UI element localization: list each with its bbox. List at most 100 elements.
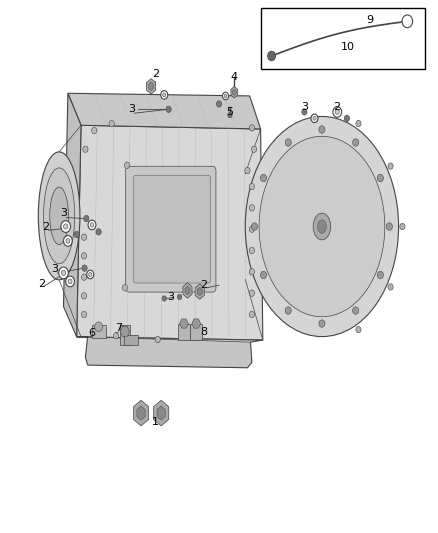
- Text: 10: 10: [341, 42, 355, 52]
- Text: 9: 9: [367, 15, 374, 25]
- Ellipse shape: [245, 117, 399, 337]
- Circle shape: [95, 322, 102, 332]
- Circle shape: [402, 15, 413, 28]
- Circle shape: [356, 120, 361, 127]
- Circle shape: [249, 205, 254, 211]
- Circle shape: [377, 271, 383, 279]
- Bar: [261, 8, 425, 69]
- Circle shape: [249, 247, 254, 254]
- Polygon shape: [195, 284, 204, 299]
- Text: 2: 2: [38, 279, 45, 288]
- Polygon shape: [147, 79, 155, 94]
- Circle shape: [249, 183, 254, 190]
- Bar: [178, 324, 190, 340]
- Circle shape: [81, 234, 87, 240]
- Circle shape: [81, 253, 87, 259]
- Circle shape: [353, 307, 359, 314]
- Circle shape: [82, 265, 87, 271]
- Polygon shape: [148, 82, 154, 91]
- Text: 3: 3: [128, 104, 135, 114]
- Circle shape: [285, 139, 291, 146]
- Bar: [190, 324, 202, 340]
- Circle shape: [356, 326, 361, 333]
- Text: 3: 3: [301, 102, 308, 111]
- Text: 3: 3: [60, 208, 67, 218]
- Text: 5: 5: [226, 107, 233, 117]
- Circle shape: [81, 293, 87, 299]
- Circle shape: [96, 229, 101, 235]
- Circle shape: [64, 236, 72, 246]
- Text: 2: 2: [333, 102, 340, 111]
- Circle shape: [81, 274, 87, 280]
- Circle shape: [377, 174, 383, 182]
- Polygon shape: [157, 406, 166, 420]
- Circle shape: [83, 146, 88, 152]
- Circle shape: [66, 276, 74, 287]
- Polygon shape: [197, 287, 202, 296]
- Circle shape: [61, 221, 71, 232]
- Circle shape: [319, 320, 325, 327]
- Circle shape: [388, 163, 393, 169]
- Circle shape: [96, 328, 101, 335]
- Polygon shape: [180, 319, 188, 328]
- Bar: [92, 325, 106, 338]
- Circle shape: [113, 333, 119, 339]
- Circle shape: [251, 146, 257, 152]
- Circle shape: [388, 284, 393, 290]
- Circle shape: [400, 223, 405, 230]
- Circle shape: [302, 109, 307, 115]
- Circle shape: [161, 91, 168, 99]
- Text: 2: 2: [152, 69, 159, 78]
- FancyBboxPatch shape: [133, 175, 211, 283]
- Circle shape: [245, 167, 250, 174]
- Ellipse shape: [50, 187, 68, 245]
- FancyBboxPatch shape: [126, 166, 216, 292]
- Ellipse shape: [313, 213, 331, 240]
- Circle shape: [386, 223, 392, 230]
- Circle shape: [133, 335, 138, 342]
- Polygon shape: [183, 283, 192, 298]
- Circle shape: [90, 223, 94, 227]
- Circle shape: [92, 127, 97, 134]
- Text: 2: 2: [200, 280, 207, 290]
- Bar: [124, 335, 138, 345]
- Text: 3: 3: [51, 264, 58, 274]
- Circle shape: [109, 120, 114, 127]
- Circle shape: [249, 311, 254, 318]
- Circle shape: [249, 290, 254, 296]
- Ellipse shape: [274, 158, 369, 295]
- Circle shape: [166, 106, 171, 112]
- Circle shape: [88, 272, 92, 277]
- Circle shape: [64, 224, 68, 229]
- Circle shape: [177, 294, 182, 300]
- Circle shape: [249, 226, 254, 232]
- Ellipse shape: [39, 152, 80, 280]
- Circle shape: [285, 307, 291, 314]
- Circle shape: [268, 51, 276, 61]
- Polygon shape: [77, 337, 263, 368]
- Polygon shape: [68, 93, 261, 129]
- Circle shape: [224, 94, 227, 98]
- Text: 3: 3: [167, 293, 174, 302]
- Bar: [120, 325, 130, 345]
- Ellipse shape: [43, 168, 75, 264]
- Circle shape: [313, 116, 316, 120]
- Circle shape: [261, 174, 267, 182]
- Polygon shape: [64, 93, 81, 337]
- Circle shape: [122, 285, 127, 291]
- Polygon shape: [154, 400, 169, 426]
- Circle shape: [162, 296, 166, 301]
- Text: 7: 7: [115, 323, 122, 333]
- Polygon shape: [134, 400, 148, 426]
- Text: 4: 4: [231, 72, 238, 82]
- Ellipse shape: [318, 220, 326, 233]
- Circle shape: [319, 126, 325, 133]
- Polygon shape: [192, 319, 201, 328]
- Circle shape: [261, 271, 267, 279]
- Polygon shape: [185, 286, 190, 295]
- Circle shape: [155, 336, 160, 343]
- Circle shape: [228, 112, 232, 118]
- Polygon shape: [231, 86, 238, 98]
- Circle shape: [223, 92, 229, 100]
- Circle shape: [61, 270, 66, 276]
